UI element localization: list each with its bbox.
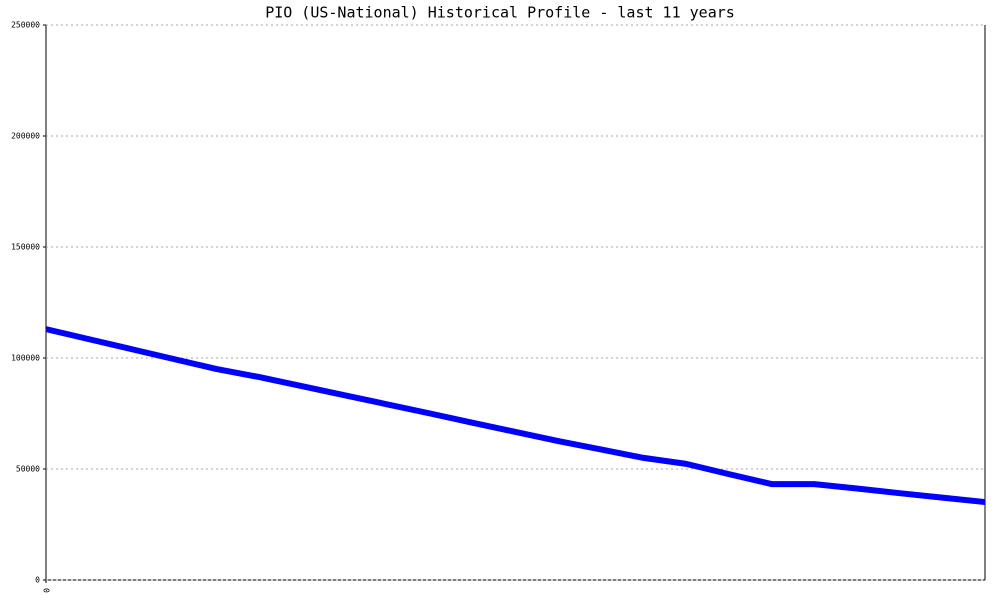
x-tick-label: 0 xyxy=(42,588,51,593)
y-tick-label: 0 xyxy=(35,576,40,585)
y-tick-label: 250000 xyxy=(11,21,40,30)
data-line xyxy=(45,326,986,506)
y-tick-label: 50000 xyxy=(16,465,40,474)
y-tick-label: 200000 xyxy=(11,132,40,141)
chart-title: PIO (US-National) Historical Profile - l… xyxy=(265,4,735,22)
y-tick-label: 100000 xyxy=(11,354,40,363)
y-tick-label: 150000 xyxy=(11,243,40,252)
